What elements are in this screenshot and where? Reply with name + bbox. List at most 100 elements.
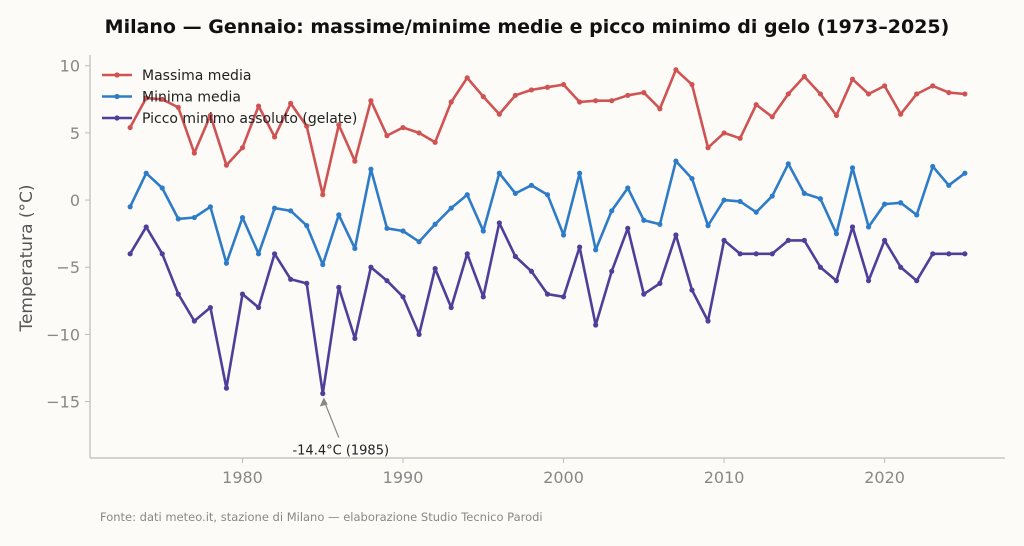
data-point	[304, 123, 310, 129]
data-point	[882, 83, 888, 89]
data-point	[817, 264, 823, 270]
data-point	[801, 73, 807, 80]
data-point	[882, 237, 888, 243]
data-point	[239, 291, 246, 297]
data-point	[448, 304, 454, 311]
data-point	[127, 204, 133, 210]
data-point	[175, 291, 181, 297]
data-point	[577, 99, 583, 105]
data-point	[673, 232, 679, 238]
x-tick-label: 1990	[383, 468, 424, 487]
data-point	[432, 139, 438, 145]
series-1	[127, 67, 968, 198]
data-point	[512, 253, 518, 260]
data-point	[962, 251, 968, 257]
data-point	[689, 81, 695, 88]
data-point	[336, 122, 342, 128]
source-note: Fonte: dati meteo.it, stazione di Milano…	[100, 510, 543, 524]
data-point	[560, 81, 567, 88]
data-point	[785, 161, 791, 167]
legend-item: Minima media	[102, 90, 241, 106]
data-point	[657, 280, 663, 286]
data-point	[496, 170, 502, 176]
data-point	[753, 102, 759, 108]
data-point	[769, 114, 775, 120]
data-point	[544, 291, 551, 297]
data-point	[914, 212, 920, 218]
legend-label: Massima media	[142, 68, 251, 84]
data-point	[191, 214, 197, 221]
data-point	[544, 192, 551, 198]
y-tick-label: 0	[70, 191, 80, 210]
data-point	[560, 232, 567, 238]
data-point	[914, 278, 920, 284]
data-point	[143, 95, 149, 101]
data-point	[528, 182, 535, 188]
data-point	[159, 251, 165, 257]
data-point	[159, 96, 165, 102]
data-point	[368, 98, 374, 104]
data-point	[673, 158, 679, 164]
annotation-arrowhead	[319, 397, 328, 407]
data-point	[255, 103, 262, 109]
y-tick-label: −15	[46, 393, 80, 412]
data-point	[785, 91, 791, 97]
data-point	[593, 247, 599, 253]
data-point	[191, 150, 197, 156]
data-point	[865, 278, 872, 284]
data-point	[384, 278, 390, 284]
data-point	[882, 201, 888, 207]
data-point	[416, 130, 422, 136]
series-layer	[127, 67, 968, 397]
data-point	[753, 209, 759, 215]
series-2	[127, 158, 968, 268]
data-point	[673, 67, 679, 73]
data-point	[320, 261, 326, 268]
data-point	[657, 221, 663, 227]
data-point	[432, 221, 438, 227]
data-point	[577, 244, 583, 250]
data-point	[946, 182, 952, 188]
data-point	[352, 245, 358, 252]
data-point	[721, 130, 727, 136]
data-point	[609, 268, 615, 274]
data-point	[352, 158, 358, 164]
data-point	[817, 196, 823, 202]
data-point	[609, 98, 615, 104]
data-point	[352, 335, 358, 342]
y-tick-label: −5	[56, 258, 80, 277]
data-point	[946, 90, 952, 96]
data-point	[336, 284, 342, 290]
data-point	[865, 91, 872, 97]
data-point	[769, 193, 775, 199]
data-point	[833, 278, 840, 284]
data-point	[175, 216, 181, 222]
legend-label: Minima media	[142, 90, 241, 106]
x-tick-label: 2020	[864, 468, 905, 487]
data-point	[239, 214, 246, 221]
x-tick-label: 2000	[543, 468, 584, 487]
data-point	[528, 87, 535, 93]
data-point	[416, 239, 422, 245]
data-point	[496, 111, 502, 117]
legend-marker	[114, 72, 120, 78]
data-point	[480, 228, 486, 234]
data-point	[368, 264, 374, 270]
data-point	[833, 231, 840, 237]
legend-label: Picco minimo assoluto (gelate)	[142, 111, 357, 127]
data-point	[930, 83, 936, 89]
data-point	[304, 223, 310, 229]
data-point	[320, 192, 326, 198]
data-point	[416, 331, 422, 338]
data-point	[143, 170, 149, 176]
y-tick-label: 10	[60, 57, 80, 76]
y-axis-ticks: −15 −10 −5 0 5 10	[46, 57, 90, 412]
data-point	[272, 251, 278, 257]
data-point	[865, 224, 872, 230]
data-point	[833, 112, 840, 119]
data-point	[127, 251, 133, 257]
legend-item: Massima media	[102, 68, 251, 84]
data-point	[689, 175, 695, 182]
data-point	[705, 145, 711, 151]
